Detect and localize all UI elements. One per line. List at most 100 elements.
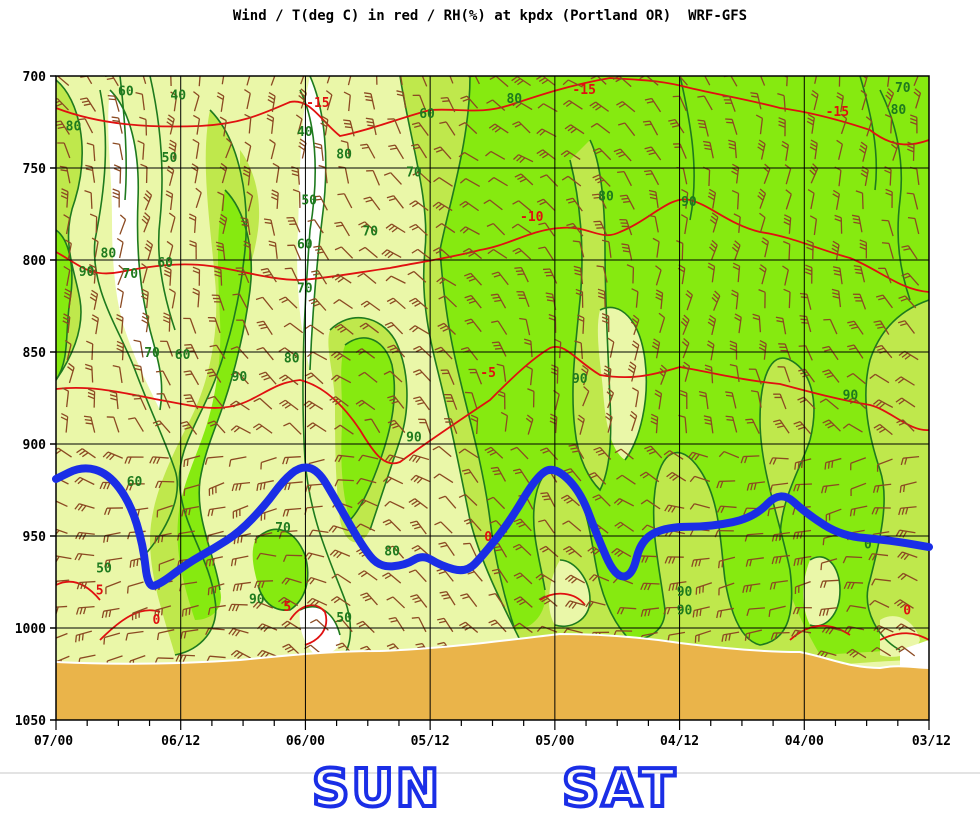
wind-barb [282, 507, 302, 517]
temperature-label: -15 [826, 105, 849, 120]
wind-barb [640, 607, 659, 617]
wind-barb [358, 371, 378, 383]
temperature-label: 0 [484, 530, 492, 545]
wind-barb [793, 421, 812, 435]
wind-barb [644, 169, 660, 186]
wind-barb [331, 573, 352, 584]
wind-barb [563, 545, 582, 558]
wind-barb [56, 500, 68, 508]
wind-barb [725, 118, 738, 135]
wind-barb [242, 165, 251, 186]
rh-label: 70 [122, 267, 138, 282]
xtick-label: 05/00 [535, 734, 574, 749]
wind-barb [269, 139, 276, 160]
wind-barb [913, 76, 919, 86]
wind-barb [895, 645, 916, 657]
wind-barb [809, 215, 818, 236]
wind-barb [163, 266, 172, 286]
wind-barb [627, 361, 637, 382]
wind-barb [328, 525, 349, 533]
wind-barb [314, 142, 324, 162]
wind-barb [704, 76, 711, 86]
wind-barb [459, 178, 481, 187]
wind-barb [896, 419, 915, 432]
wind-barb [872, 483, 892, 493]
wind-barb [832, 266, 843, 285]
temperature-label: 5 [283, 600, 291, 615]
wind-barb [215, 241, 226, 260]
wind-barb [820, 558, 838, 571]
wind-barb [487, 177, 508, 187]
wind-barb [255, 296, 274, 311]
wind-barb [307, 219, 324, 234]
wind-barb [881, 219, 894, 237]
wind-barb [383, 172, 402, 185]
wind-barb [256, 320, 273, 336]
wind-barb [525, 414, 534, 435]
wind-barb [411, 122, 429, 136]
wind-barb [343, 119, 355, 137]
wind-barb [205, 556, 223, 568]
rh-label: 90 [677, 585, 693, 600]
wind-barb [75, 605, 95, 615]
wind-barb [750, 92, 762, 110]
wind-barb [842, 556, 863, 564]
xtick-label: 06/00 [286, 734, 325, 749]
terrain-surface [56, 634, 929, 720]
wind-barb [592, 147, 612, 161]
wind-barb [230, 346, 249, 360]
wind-barb [769, 482, 789, 493]
wind-barb [256, 552, 277, 560]
wind-barb [832, 189, 840, 210]
wind-barb [386, 545, 405, 559]
wind-barb [104, 557, 123, 568]
wind-barb [593, 220, 608, 237]
temperature-contours [56, 77, 929, 646]
wind-barb [385, 454, 406, 462]
wind-barb [334, 246, 354, 259]
wind-barb [834, 214, 843, 234]
wind-barb [444, 418, 458, 434]
wind-barb [689, 475, 711, 483]
wind-barb [141, 312, 150, 333]
wind-barb [295, 114, 303, 135]
day-label-sun: SUN [312, 759, 441, 813]
xtick-label: 04/12 [660, 734, 699, 749]
wind-barb [88, 264, 97, 284]
wind-barb [387, 395, 405, 409]
wind-barb [56, 76, 70, 86]
wind-barb [253, 397, 273, 410]
wind-barb [103, 632, 121, 645]
wind-barb [536, 149, 556, 161]
wind-barb [230, 649, 251, 659]
ytick-label: 950 [23, 530, 47, 545]
wind-barb [783, 240, 791, 261]
wind-barb [409, 325, 430, 335]
wind-barb [268, 240, 278, 259]
x-axis: 07/00 06/12 06/00 05/12 05/00 04/12 04/00 03/12 [34, 720, 951, 749]
wind-barb [894, 376, 915, 386]
wind-barb [536, 128, 557, 138]
wind-barb [704, 364, 714, 384]
wind-barb [843, 581, 864, 590]
wind-barb [851, 214, 863, 233]
wind-barb [822, 345, 839, 361]
wind-barb [673, 143, 687, 159]
wind-barb [885, 88, 895, 109]
wind-barb [128, 417, 144, 432]
wind-barb [57, 142, 71, 159]
wind-barb [895, 397, 916, 408]
wind-barb [850, 457, 867, 471]
wind-barb [542, 268, 558, 284]
wind-barb [899, 481, 917, 493]
wind-barb [716, 505, 737, 514]
wind-barb [666, 471, 687, 482]
rh-label: 40 [297, 125, 313, 140]
wind-barb [236, 319, 250, 336]
wind-barb [575, 288, 584, 308]
wind-barb [334, 479, 354, 487]
wind-barb [853, 265, 866, 283]
wind-barb [884, 114, 893, 134]
wind-barb [691, 557, 710, 568]
